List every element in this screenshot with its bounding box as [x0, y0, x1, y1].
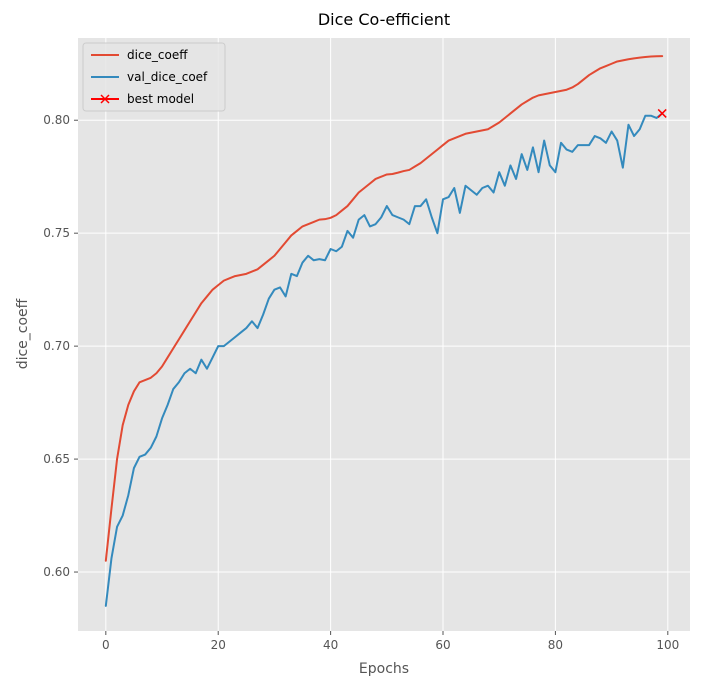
- y-tick-label: 0.80: [43, 113, 70, 127]
- legend-box: [82, 42, 226, 112]
- legend-label-val-dice-coef: val_dice_coef: [127, 70, 208, 84]
- y-tick-label: 0.70: [43, 339, 70, 353]
- series-line-val-dice-coef: [104, 112, 664, 607]
- x-tick-label: 0: [102, 638, 110, 652]
- series-line-dice-coeff: [104, 55, 664, 562]
- y-tick-label: 0.75: [43, 226, 70, 240]
- x-axis-label: Epochs: [359, 661, 409, 677]
- x-tick-label: 100: [656, 638, 679, 652]
- legend-x-marker-icon: [100, 94, 110, 104]
- grid-lines: [78, 38, 690, 631]
- chart-title: Dice Co-efficient: [318, 10, 450, 29]
- legend-label-dice-coeff: dice_coeff: [127, 48, 188, 62]
- legend: dice_coeff val_dice_coef best model: [82, 42, 226, 112]
- y-axis-label: dice_coeff: [15, 298, 31, 369]
- y-tick-label: 0.60: [43, 565, 70, 579]
- x-tick-label: 80: [548, 638, 563, 652]
- plot-area: [78, 38, 690, 631]
- legend-label-best-model: best model: [127, 92, 194, 106]
- x-tick-label: 40: [323, 638, 338, 652]
- y-axis-ticks: 0.60 0.65 0.70 0.75 0.80: [43, 113, 78, 579]
- x-tick-label: 20: [211, 638, 226, 652]
- best-model-marker: [657, 108, 667, 118]
- marker-layer: [657, 108, 667, 118]
- series-layer: [104, 55, 664, 607]
- x-tick-label: 60: [435, 638, 450, 652]
- x-axis-ticks: 0 20 40 60 80 100: [102, 631, 679, 652]
- y-tick-label: 0.65: [43, 452, 70, 466]
- legend-x-marker: [100, 94, 110, 104]
